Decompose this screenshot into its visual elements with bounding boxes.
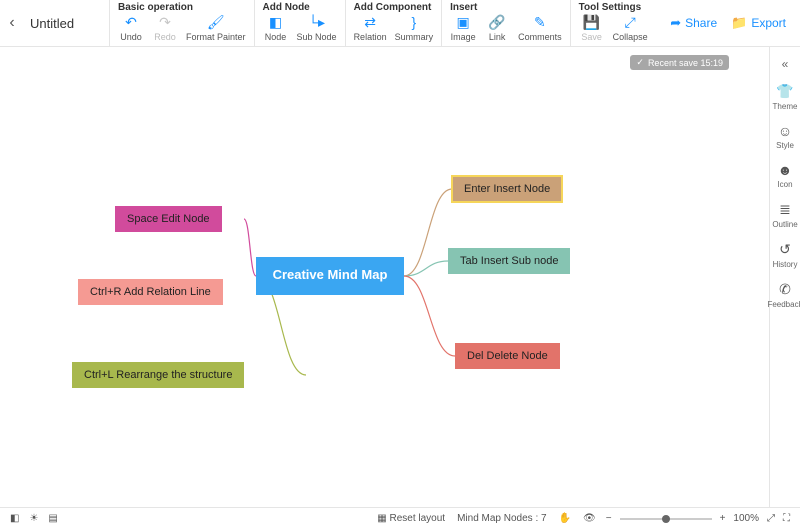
group-title: Basic operation (118, 2, 246, 13)
reset-layout-button[interactable]: ▦ Reset layout (377, 513, 445, 524)
icon-panel[interactable]: ☻Icon (767, 156, 800, 195)
zoom-slider[interactable] (620, 518, 712, 520)
insert-link-button-icon: 🔗 (488, 14, 505, 30)
insert-image-button[interactable]: ▣Image (450, 14, 476, 42)
add-relation-button-icon: ⇄ (364, 14, 376, 30)
redo-button-icon: ↷ (159, 14, 171, 30)
history-panel[interactable]: ↺History (767, 235, 800, 275)
center-node[interactable]: Creative Mind Map (256, 257, 404, 295)
feedback-panel[interactable]: ✆Feedback (767, 275, 800, 315)
format-painter-button-icon: 🖌 (207, 14, 225, 30)
export-button[interactable]: 📁Export (731, 15, 786, 31)
outline-panel-icon: ≣ (779, 201, 791, 218)
group-title: Add Component (354, 2, 434, 13)
format-painter-button[interactable]: 🖌Format Painter (186, 14, 246, 42)
add-subnode-button-icon: └▸ (308, 14, 325, 30)
outline-panel[interactable]: ≣Outline (767, 195, 800, 235)
add-relation-button[interactable]: ⇄Relation (354, 14, 387, 42)
group-title: Tool Settings (579, 2, 648, 13)
style-panel-icon: ☺ (778, 123, 792, 139)
sb-eye-icon[interactable]: 👁 (583, 513, 596, 524)
sb-icon-1[interactable]: ◧ (10, 513, 19, 524)
insert-image-button-icon: ▣ (456, 14, 469, 30)
save-button-icon: 💾 (583, 14, 600, 30)
fit-screen-button[interactable]: ⤢ (767, 513, 775, 524)
undo-button[interactable]: ↶Undo (118, 14, 144, 42)
add-summary-button-icon: } (412, 14, 417, 30)
sb-icon-3[interactable]: ▤ (48, 513, 57, 524)
back-button[interactable]: ‹ (0, 0, 24, 46)
mindmap-node[interactable]: Enter Insert Node (452, 176, 562, 202)
undo-button-icon: ↶ (125, 14, 137, 30)
mindmap-node[interactable]: Ctrl+R Add Relation Line (78, 279, 223, 305)
collapse-button[interactable]: ⤢Collapse (613, 14, 648, 42)
export-icon: 📁 (731, 15, 747, 31)
history-panel-icon: ↺ (779, 241, 791, 258)
zoom-in-button[interactable]: + (720, 513, 726, 524)
add-node-button-icon: ◧ (269, 14, 282, 30)
mindmap-node[interactable]: Del Delete Node (455, 343, 560, 369)
fullscreen-button[interactable]: ⛶ (783, 513, 790, 524)
theme-panel-icon: 👕 (776, 83, 793, 100)
group-title: Add Node (263, 2, 337, 13)
add-summary-button[interactable]: }Summary (395, 14, 434, 42)
add-node-button[interactable]: ◧Node (263, 14, 289, 42)
theme-panel[interactable]: 👕Theme (767, 77, 800, 117)
insert-comments-button[interactable]: ✎Comments (518, 14, 562, 42)
node-count-label: Mind Map Nodes : 7 (457, 513, 547, 524)
zoom-level-label: 100% (733, 513, 759, 524)
style-panel[interactable]: ☺Style (767, 117, 800, 156)
sb-icon-2[interactable]: ☀ (29, 513, 38, 524)
share-button[interactable]: ➦Share (670, 15, 717, 31)
document-title[interactable]: Untitled (24, 0, 109, 46)
feedback-panel-icon: ✆ (779, 281, 791, 298)
sb-hand-icon[interactable]: ✋ (559, 513, 571, 524)
add-subnode-button[interactable]: └▸Sub Node (297, 14, 337, 42)
redo-button[interactable]: ↷Redo (152, 14, 178, 42)
group-title: Insert (450, 2, 562, 13)
mindmap-node[interactable]: Ctrl+L Rearrange the structure (72, 362, 244, 388)
mindmap-node[interactable]: Space Edit Node (115, 206, 222, 232)
save-button[interactable]: 💾Save (579, 14, 605, 42)
insert-link-button[interactable]: 🔗Link (484, 14, 510, 42)
collapse-button-icon: ⤢ (625, 14, 636, 30)
mindmap-canvas[interactable]: ✓Recent save 15:19 Creative Mind MapSpac… (0, 47, 769, 507)
icon-panel-icon: ☻ (778, 162, 793, 178)
zoom-out-button[interactable]: − (606, 513, 612, 524)
collapse-sidebar-button[interactable]: « (782, 51, 789, 77)
insert-comments-button-icon: ✎ (534, 14, 546, 30)
mindmap-node[interactable]: Tab Insert Sub node (448, 248, 570, 274)
share-icon: ➦ (670, 15, 681, 31)
